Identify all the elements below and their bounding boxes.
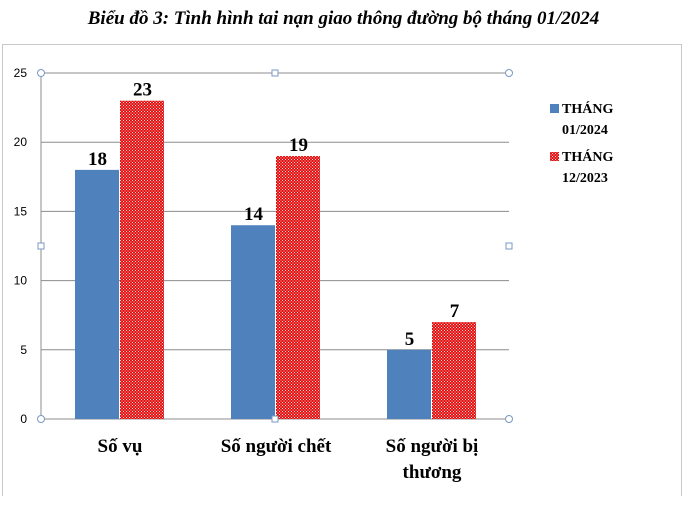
x-category-label: thương — [403, 462, 462, 483]
resize-handle-corner[interactable] — [505, 69, 513, 77]
resize-handle-corner[interactable] — [37, 69, 45, 77]
resize-handle-corner[interactable] — [37, 415, 45, 423]
bar-series2-cat2 — [276, 156, 320, 419]
chart-title: Biểu đồ 3: Tình hình tai nạn giao thông … — [87, 8, 600, 29]
y-tick-label: 0 — [20, 412, 27, 426]
resize-handle-side[interactable] — [271, 69, 279, 77]
resize-handle-corner[interactable] — [505, 415, 513, 423]
y-tick-label: 25 — [14, 66, 28, 80]
bar-series2-cat1 — [120, 100, 164, 420]
data-label: 19 — [289, 135, 308, 156]
legend-swatch — [550, 152, 559, 161]
data-label: 7 — [450, 301, 460, 322]
legend-label: THÁNG — [562, 100, 613, 117]
resize-handle-side[interactable] — [37, 242, 45, 250]
x-category-label: Số người chết — [221, 436, 332, 457]
bar-series2-cat3 — [432, 322, 476, 419]
data-label: 14 — [244, 204, 264, 225]
x-category-label: Số vụ — [98, 436, 143, 457]
x-category-label: Số người bị — [386, 436, 479, 457]
data-label: 5 — [405, 329, 415, 350]
resize-handle-side[interactable] — [271, 415, 279, 423]
y-tick-label: 5 — [20, 343, 27, 357]
data-label: 18 — [88, 149, 107, 170]
y-tick-label: 15 — [14, 204, 28, 218]
y-tick-label: 20 — [14, 135, 28, 149]
bar-series1-cat3 — [387, 349, 431, 419]
bar-series1-cat1 — [75, 169, 119, 419]
legend-label: THÁNG — [562, 148, 613, 165]
data-label: 23 — [133, 80, 152, 101]
bar-series1-cat2 — [231, 225, 275, 419]
bar-chart: 0 5 10 15 20 25 Số vụ Số người chết Số người bị… — [14, 66, 614, 483]
legend-label: 01/2024 — [562, 123, 608, 138]
legend-swatch — [550, 104, 559, 113]
legend-label: 12/2023 — [562, 171, 608, 186]
resize-handle-side[interactable] — [505, 242, 513, 250]
y-tick-label: 10 — [14, 274, 28, 288]
chart-frame: 0 5 10 15 20 25 Số vụ Số người chết Số người bị… — [2, 44, 682, 496]
